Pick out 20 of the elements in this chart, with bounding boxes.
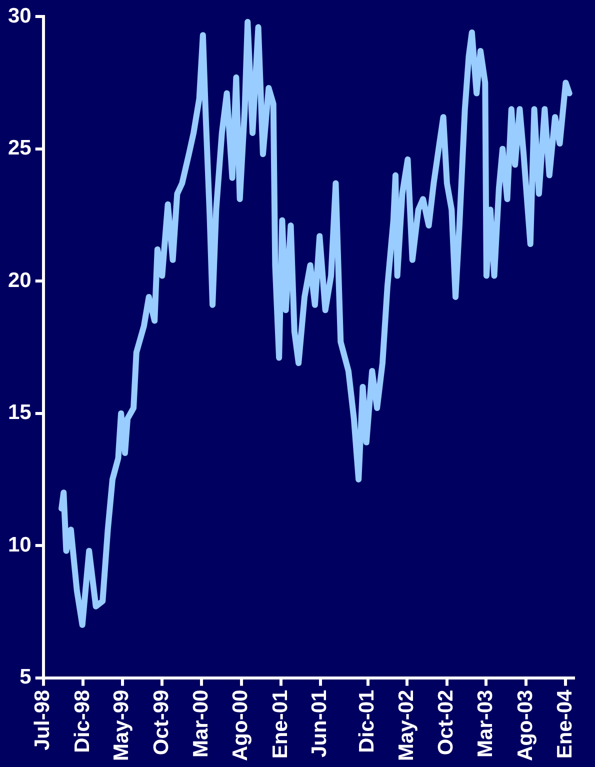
x-tick-label: Jun-01 <box>308 689 332 758</box>
x-tick-label: Mar-03 <box>474 690 497 758</box>
y-tick-label: 25 <box>8 136 32 160</box>
y-tick-label: 15 <box>8 401 32 424</box>
x-tick-label: Ene-04 <box>554 689 577 759</box>
x-tick-label: Dic-98 <box>70 689 94 753</box>
x-tick-label: Dic-01 <box>356 689 379 753</box>
y-tick-label: 30 <box>8 4 32 28</box>
x-tick-label: Ene-01 <box>268 689 292 759</box>
x-tick-label: May-02 <box>394 690 418 761</box>
y-tick-label: 5 <box>20 666 32 689</box>
x-tick-label: Mar-00 <box>189 690 212 758</box>
x-tick-label: Oct-99 <box>150 690 173 756</box>
y-tick-label: 20 <box>8 268 32 292</box>
x-tick-label: Ago-00 <box>229 690 252 761</box>
x-tick-label: Oct-02 <box>434 690 458 756</box>
x-tick-label: May-99 <box>110 690 134 761</box>
x-tick-label: Ago-03 <box>514 690 537 761</box>
x-tick-label: Jul-98 <box>31 689 54 750</box>
y-tick-label: 10 <box>8 533 32 556</box>
